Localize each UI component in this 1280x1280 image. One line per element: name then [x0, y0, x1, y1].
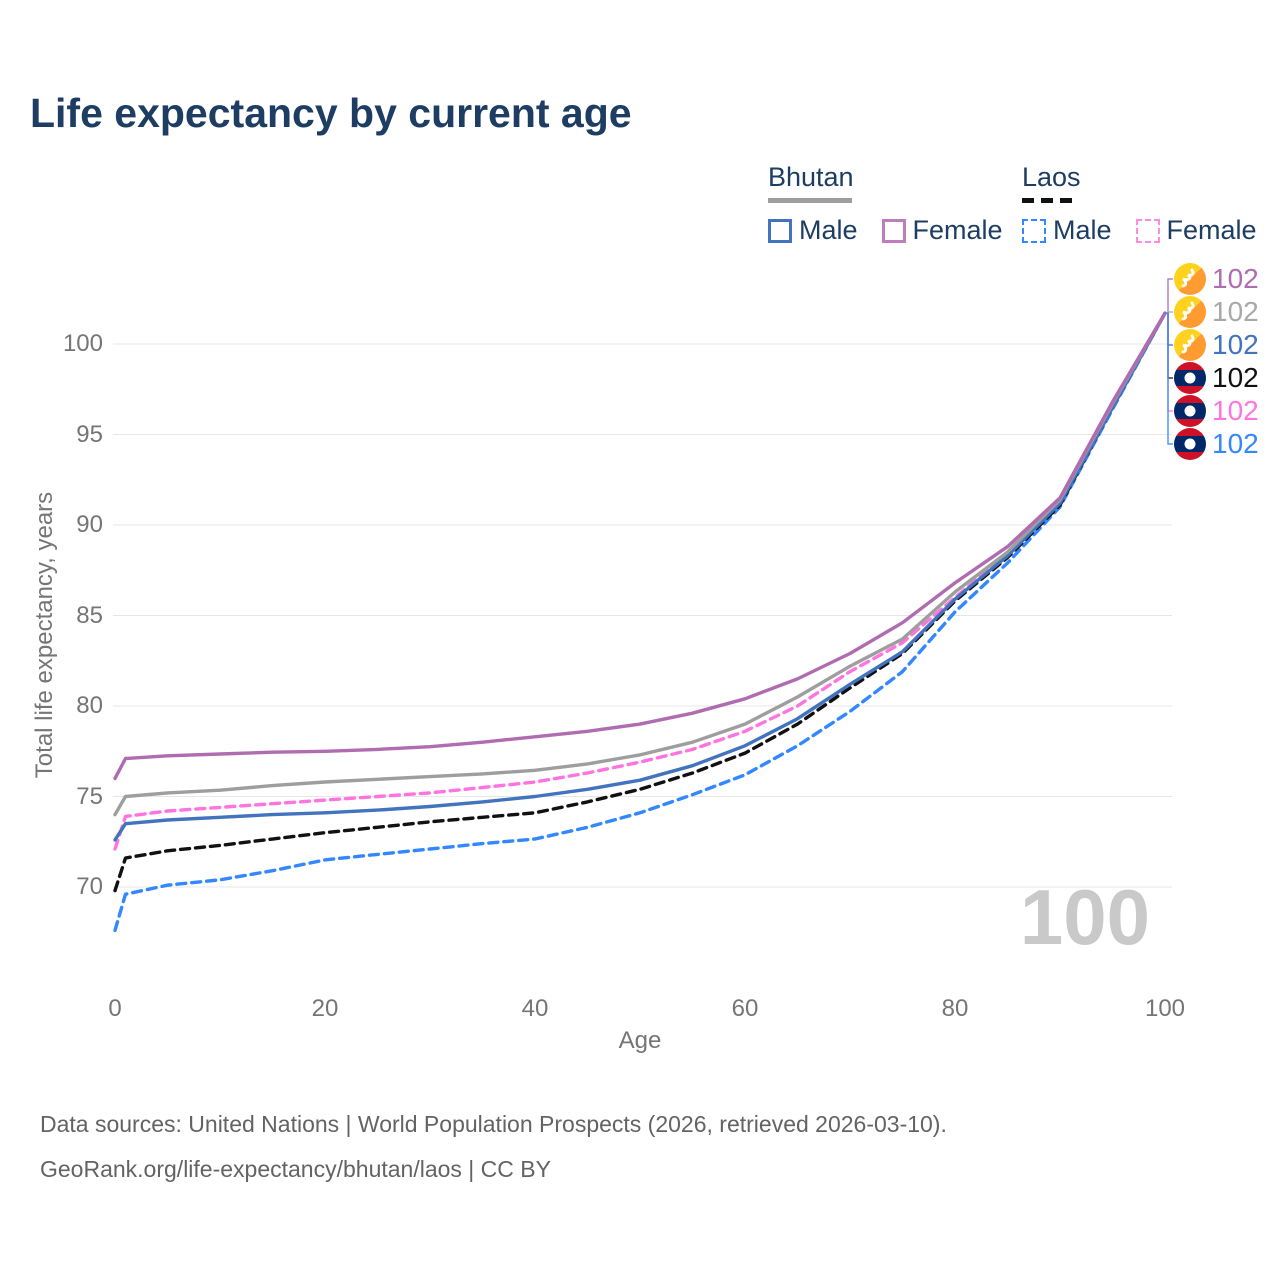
- end-value-bhutan-female: 102: [1212, 263, 1259, 294]
- legend-label-bhutan-male: Male: [799, 215, 858, 245]
- x-tick-label: 100: [1144, 995, 1186, 1022]
- leader-line-laos-male: [1165, 312, 1173, 445]
- y-tick-label: 95: [76, 420, 103, 448]
- legend-item-bhutan-male[interactable]: Male: [768, 215, 858, 246]
- legend-line-sample-dashed: [1022, 198, 1078, 203]
- end-value-laos-male: 102: [1212, 428, 1259, 459]
- x-tick-label: 20: [311, 995, 339, 1022]
- laos-flag-icon: [1174, 428, 1206, 460]
- y-tick-label: 90: [76, 511, 103, 538]
- legend-group-laos: Laos Male Female: [1022, 162, 1280, 246]
- x-axis-title: Age: [618, 1027, 662, 1054]
- legend-group-title-laos: Laos: [1022, 162, 1081, 192]
- checkbox-laos-male[interactable]: [1022, 218, 1046, 243]
- y-tick-label: 100: [62, 330, 103, 357]
- bhutan-flag-icon: [1174, 296, 1206, 328]
- leader-line-bhutan-female: [1165, 278, 1173, 314]
- legend-label-laos-male: Male: [1053, 215, 1112, 245]
- legend-group-title-bhutan: Bhutan: [768, 162, 854, 192]
- footer: Data sources: United Nations | World Pop…: [40, 1104, 947, 1194]
- legend-line-sample-solid: [768, 198, 852, 203]
- checkbox-bhutan-female[interactable]: [881, 218, 906, 243]
- leader-line-laos-female: [1165, 312, 1173, 412]
- series-line-laos-female: [113, 311, 1167, 851]
- series-line-bhutan-male: [113, 311, 1167, 842]
- series-line-laos-male: [113, 311, 1167, 933]
- page-title: Life expectancy by current age: [30, 90, 632, 136]
- footer-citation-url: GeoRank.org/life-expectancy/bhutan/laos …: [40, 1156, 551, 1182]
- legend-item-bhutan-female[interactable]: Female: [881, 215, 1003, 246]
- leader-line-bhutan-male: [1165, 312, 1173, 346]
- laos-flag-icon: [1174, 362, 1206, 394]
- y-tick-label: 70: [76, 873, 103, 900]
- bhutan-flag-icon: [1174, 263, 1206, 295]
- age-watermark: 100: [1019, 873, 1150, 961]
- series-line-bhutan-female: [113, 311, 1167, 781]
- legend-label-laos-female: Female: [1166, 215, 1257, 245]
- end-value-laos: 102: [1212, 362, 1259, 393]
- legend-group-bhutan: Bhutan Male Female: [768, 162, 1027, 246]
- checkbox-laos-female[interactable]: [1135, 218, 1160, 243]
- y-tick-label: 80: [76, 692, 103, 719]
- x-tick-label: 80: [941, 995, 969, 1022]
- legend-item-laos-male[interactable]: Male: [1022, 215, 1112, 246]
- series-line-bhutan: [113, 311, 1167, 817]
- legend-item-laos-female[interactable]: Female: [1135, 215, 1257, 246]
- x-tick-label: 40: [521, 995, 549, 1022]
- laos-flag-icon: [1174, 395, 1206, 427]
- end-value-laos-female: 102: [1212, 395, 1259, 426]
- bhutan-flag-icon: [1174, 329, 1206, 361]
- x-tick-label: 0: [108, 995, 122, 1022]
- legend-label-bhutan-female: Female: [912, 215, 1003, 245]
- end-value-bhutan: 102: [1212, 296, 1259, 327]
- end-value-bhutan-male: 102: [1212, 329, 1259, 360]
- y-tick-label: 85: [76, 601, 103, 629]
- y-tick-label: 75: [76, 782, 103, 810]
- x-tick-label: 60: [731, 995, 759, 1022]
- checkbox-bhutan-male[interactable]: [768, 218, 792, 243]
- footer-data-sources: Data sources: United Nations | World Pop…: [40, 1111, 947, 1137]
